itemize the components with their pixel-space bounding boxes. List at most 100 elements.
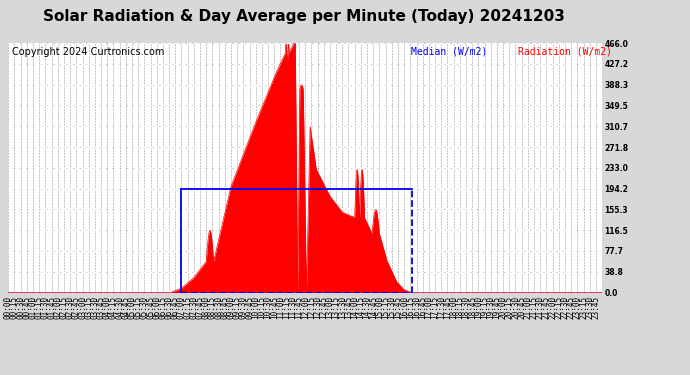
Text: 10:00: 10:00 [251,296,260,320]
Text: 03:15: 03:15 [84,296,93,320]
Text: 03:00: 03:00 [78,296,87,320]
Text: 21:30: 21:30 [535,296,544,320]
Text: 15:30: 15:30 [387,296,396,320]
Text: 18:15: 18:15 [455,296,464,320]
Text: 23:00: 23:00 [573,296,582,320]
Text: Copyright 2024 Curtronics.com: Copyright 2024 Curtronics.com [12,47,164,57]
Text: 22:15: 22:15 [554,296,563,320]
Text: 02:00: 02:00 [53,296,62,320]
Text: 12:15: 12:15 [307,296,316,320]
Text: 08:45: 08:45 [220,296,229,320]
Text: 13:00: 13:00 [326,296,335,320]
Text: 01:30: 01:30 [41,296,50,320]
Text: 12:45: 12:45 [319,296,328,320]
Text: 10:15: 10:15 [257,296,266,320]
Text: 16:45: 16:45 [418,296,427,320]
Text: 05:15: 05:15 [134,296,143,320]
Text: 15:00: 15:00 [375,296,384,320]
Text: 02:15: 02:15 [59,296,68,320]
Text: 09:00: 09:00 [226,296,235,320]
Text: 08:00: 08:00 [201,296,210,320]
Text: 22:30: 22:30 [560,296,569,320]
Text: 19:00: 19:00 [474,296,483,320]
Text: 00:15: 00:15 [10,296,19,320]
Text: 05:00: 05:00 [128,296,137,320]
Text: 17:45: 17:45 [443,296,452,320]
Text: 18:30: 18:30 [462,296,471,320]
Text: 15:15: 15:15 [381,296,390,320]
Text: 14:00: 14:00 [350,296,359,320]
Text: 06:15: 06:15 [159,296,168,320]
Text: 04:45: 04:45 [121,296,130,320]
Text: 19:15: 19:15 [480,296,489,320]
Text: 13:45: 13:45 [344,296,353,320]
Text: 01:45: 01:45 [47,296,56,320]
Text: 23:45: 23:45 [591,296,600,320]
Text: 23:30: 23:30 [585,296,594,320]
Text: 00:45: 00:45 [22,296,31,320]
Text: 07:15: 07:15 [183,296,192,320]
Text: 02:30: 02:30 [66,296,75,320]
Text: 14:30: 14:30 [362,296,371,320]
Text: 17:30: 17:30 [437,296,446,320]
Text: 11:15: 11:15 [282,296,291,320]
Text: 15:45: 15:45 [393,296,402,320]
Text: Radiation (W/m2): Radiation (W/m2) [518,47,611,57]
Text: Median (W/m2): Median (W/m2) [411,47,487,57]
Text: 06:00: 06:00 [152,296,161,320]
Text: 19:45: 19:45 [493,296,502,320]
Text: 01:00: 01:00 [28,296,37,320]
Text: 05:30: 05:30 [140,296,149,320]
Text: 21:15: 21:15 [529,296,539,320]
Text: 18:00: 18:00 [449,296,458,320]
Text: 04:00: 04:00 [103,296,112,320]
Text: 20:30: 20:30 [511,296,520,320]
Text: 16:30: 16:30 [412,296,421,320]
Text: 00:00: 00:00 [3,296,13,320]
Text: 13:15: 13:15 [332,296,341,320]
Text: 20:45: 20:45 [518,296,526,320]
Text: 07:30: 07:30 [189,296,198,320]
Text: 11:45: 11:45 [295,296,304,320]
Text: 20:15: 20:15 [505,296,514,320]
Text: 02:45: 02:45 [72,296,81,320]
Text: 12:30: 12:30 [313,296,322,320]
Text: 23:15: 23:15 [579,296,588,320]
Text: 22:00: 22:00 [548,296,557,320]
Text: 03:45: 03:45 [97,296,106,320]
Text: 01:15: 01:15 [34,296,43,320]
Text: 17:00: 17:00 [424,296,433,320]
Text: 11:00: 11:00 [276,296,285,320]
Text: 05:45: 05:45 [146,296,155,320]
Text: 09:15: 09:15 [233,296,241,320]
Text: 04:30: 04:30 [115,296,124,320]
Text: 06:45: 06:45 [171,296,180,320]
Text: 06:30: 06:30 [165,296,174,320]
Text: 19:30: 19:30 [486,296,495,320]
Text: 08:30: 08:30 [214,296,223,320]
Text: 20:00: 20:00 [499,296,508,320]
Text: 13:30: 13:30 [338,296,347,320]
Text: 17:15: 17:15 [431,296,440,320]
Text: 14:45: 14:45 [368,296,377,320]
Text: 07:45: 07:45 [195,296,204,320]
Text: 16:15: 16:15 [406,296,415,320]
Text: 21:45: 21:45 [542,296,551,320]
Text: 11:30: 11:30 [288,296,297,320]
Text: 08:15: 08:15 [208,296,217,320]
Text: 10:30: 10:30 [264,296,273,320]
Text: 07:00: 07:00 [177,296,186,320]
Text: 00:30: 00:30 [16,296,25,320]
Text: 04:15: 04:15 [109,296,118,320]
Text: 03:30: 03:30 [90,296,99,320]
Text: 21:00: 21:00 [524,296,533,320]
Text: Solar Radiation & Day Average per Minute (Today) 20241203: Solar Radiation & Day Average per Minute… [43,9,564,24]
Text: 12:00: 12:00 [301,296,310,320]
Text: 14:15: 14:15 [356,296,366,320]
Text: 10:45: 10:45 [270,296,279,320]
Text: 22:45: 22:45 [566,296,575,320]
Text: 18:45: 18:45 [468,296,477,320]
Text: 09:45: 09:45 [245,296,254,320]
Text: 09:30: 09:30 [239,296,248,320]
Text: 16:00: 16:00 [400,296,408,320]
